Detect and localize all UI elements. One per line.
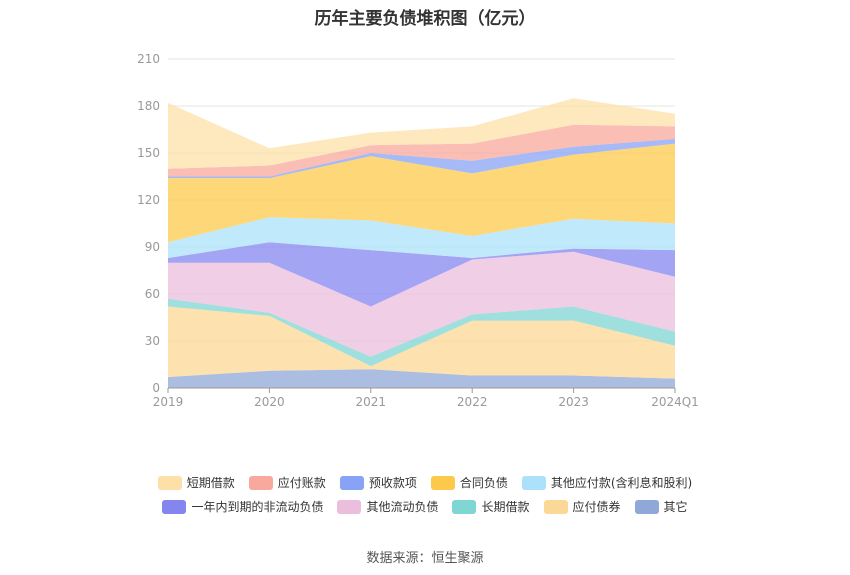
legend-swatch xyxy=(634,499,659,514)
y-tick-label: 180 xyxy=(137,99,160,113)
area-series-其它 xyxy=(168,369,675,388)
area-series-其他应付款(含利息和股利) xyxy=(168,217,675,258)
legend-item[interactable]: 应付账款 xyxy=(248,474,326,491)
legend-item[interactable]: 合同负债 xyxy=(430,474,508,491)
legend-item[interactable]: 短期借款 xyxy=(157,474,235,491)
legend-label: 应付债券 xyxy=(572,500,621,514)
legend-label: 应付账款 xyxy=(277,476,326,490)
y-tick-label: 0 xyxy=(152,381,160,395)
x-tick-label: 2021 xyxy=(356,395,387,409)
legend-swatch xyxy=(248,475,273,490)
legend-item[interactable]: 应付债券 xyxy=(543,498,621,515)
legend-item[interactable]: 其它 xyxy=(634,498,688,515)
legend-item[interactable]: 一年内到期的非流动负债 xyxy=(162,498,323,515)
legend-label: 其他应付款(含利息和股利) xyxy=(550,476,693,490)
y-tick-labels: 0 30 60 90 120 150 180 210 xyxy=(137,52,160,395)
legend-swatch xyxy=(543,499,568,514)
legend-label: 长期借款 xyxy=(481,500,530,514)
area-series-应付账款 xyxy=(168,124,675,177)
x-tick-label: 2024Q1 xyxy=(651,395,699,409)
legend-swatch xyxy=(521,475,546,490)
area-series xyxy=(168,98,675,388)
legend-row-1: 短期借款 应付账款 预收款项 合同负债 其他应付款(含利息和股利) xyxy=(0,474,850,491)
legend-label: 其他流动负债 xyxy=(366,500,439,514)
y-tick-label: 30 xyxy=(145,334,160,348)
area-series-预收款项 xyxy=(168,138,675,179)
x-tick-label: 2020 xyxy=(254,395,285,409)
y-tick-label: 150 xyxy=(137,146,160,160)
legend-swatch xyxy=(430,475,455,490)
axes xyxy=(167,387,676,393)
y-tick-label: 90 xyxy=(145,240,160,254)
legend-label: 合同负债 xyxy=(459,476,508,490)
legend-swatch xyxy=(337,499,362,514)
data-source-note: 数据来源：恒生聚源 xyxy=(366,551,484,566)
legend-label: 其它 xyxy=(663,500,688,514)
legend-swatch xyxy=(157,475,182,490)
y-tick-label: 210 xyxy=(137,52,160,66)
area-series-一年内到期的非流动负债 xyxy=(168,242,675,307)
legend-item[interactable]: 其他应付款(含利息和股利) xyxy=(521,474,693,491)
x-tick-label: 2022 xyxy=(457,395,488,409)
y-tick-label: 60 xyxy=(145,287,160,301)
legend-item[interactable]: 预收款项 xyxy=(339,474,417,491)
legend-label: 短期借款 xyxy=(186,476,235,490)
legend-row-2: 一年内到期的非流动负债 其他流动负债 长期借款 应付债券 其它 xyxy=(0,498,850,515)
legend-swatch xyxy=(162,499,187,514)
legend-label: 预收款项 xyxy=(368,476,417,490)
area-series-短期借款 xyxy=(168,98,675,169)
legend-item[interactable]: 长期借款 xyxy=(452,498,530,515)
chart-title: 历年主要负债堆积图（亿元） xyxy=(314,9,536,29)
x-tick-label: 2023 xyxy=(558,395,589,409)
legend-swatch xyxy=(452,499,477,514)
area-series-长期借款 xyxy=(168,298,675,367)
legend-label: 一年内到期的非流动负债 xyxy=(191,500,324,514)
x-tick-labels: 2019 2020 2021 2022 2023 2024Q1 xyxy=(153,395,699,409)
x-tick-label: 2019 xyxy=(153,395,184,409)
area-series-应付债券 xyxy=(168,306,675,379)
legend-item[interactable]: 其他流动负债 xyxy=(337,498,438,515)
area-series-其他流动负债 xyxy=(168,251,675,357)
area-series-合同负债 xyxy=(168,143,675,243)
y-tick-label: 120 xyxy=(137,193,160,207)
legend-swatch xyxy=(339,475,364,490)
